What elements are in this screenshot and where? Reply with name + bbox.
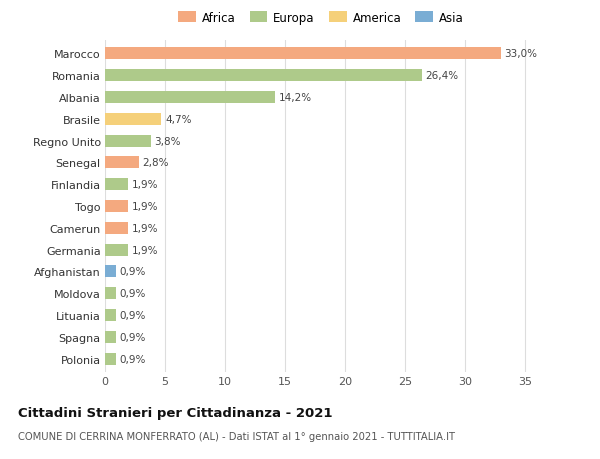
Bar xyxy=(105,92,275,104)
Text: 1,9%: 1,9% xyxy=(131,223,158,233)
Legend: Africa, Europa, America, Asia: Africa, Europa, America, Asia xyxy=(176,9,466,27)
Text: 3,8%: 3,8% xyxy=(154,136,181,146)
Text: 33,0%: 33,0% xyxy=(505,50,538,59)
Bar xyxy=(105,266,116,278)
Text: COMUNE DI CERRINA MONFERRATO (AL) - Dati ISTAT al 1° gennaio 2021 - TUTTITALIA.I: COMUNE DI CERRINA MONFERRATO (AL) - Dati… xyxy=(18,431,455,442)
Text: 1,9%: 1,9% xyxy=(131,202,158,212)
Bar xyxy=(105,331,116,343)
Text: 0,9%: 0,9% xyxy=(119,332,146,342)
Text: 0,9%: 0,9% xyxy=(119,354,146,364)
Bar xyxy=(105,244,128,256)
Text: 1,9%: 1,9% xyxy=(131,245,158,255)
Text: 0,9%: 0,9% xyxy=(119,289,146,298)
Text: 0,9%: 0,9% xyxy=(119,310,146,320)
Text: 14,2%: 14,2% xyxy=(279,93,312,103)
Text: 26,4%: 26,4% xyxy=(425,71,458,81)
Bar xyxy=(105,201,128,213)
Bar xyxy=(105,135,151,147)
Bar xyxy=(105,309,116,321)
Bar xyxy=(105,157,139,169)
Bar xyxy=(105,48,501,60)
Text: Cittadini Stranieri per Cittadinanza - 2021: Cittadini Stranieri per Cittadinanza - 2… xyxy=(18,406,332,419)
Bar xyxy=(105,222,128,234)
Text: 1,9%: 1,9% xyxy=(131,180,158,190)
Text: 4,7%: 4,7% xyxy=(165,115,191,124)
Bar xyxy=(105,353,116,365)
Text: 0,9%: 0,9% xyxy=(119,267,146,277)
Bar xyxy=(105,70,422,82)
Bar xyxy=(105,287,116,300)
Bar xyxy=(105,114,161,126)
Bar xyxy=(105,179,128,191)
Text: 2,8%: 2,8% xyxy=(142,158,169,168)
